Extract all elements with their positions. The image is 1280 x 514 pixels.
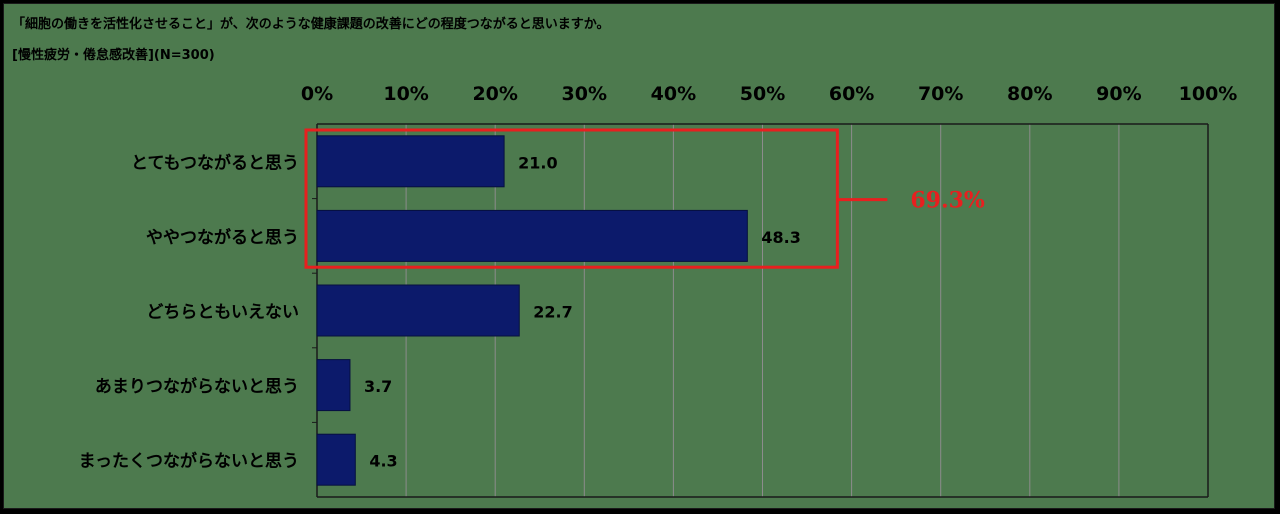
category-label: あまりつながらないと思う — [95, 376, 299, 397]
bar — [316, 284, 520, 337]
tick-label: 50% — [740, 83, 785, 105]
bar — [316, 135, 505, 188]
data-label: 3.7 — [364, 377, 392, 396]
tick-label: 30% — [562, 83, 607, 105]
data-label: 21.0 — [518, 153, 557, 172]
bar — [316, 359, 351, 412]
category-label: まったくつながらないと思う — [79, 451, 299, 472]
tick-label: 0% — [301, 83, 333, 105]
highlight-label: 69.3% — [910, 188, 985, 214]
tick-label: 40% — [651, 83, 696, 105]
category-label: ややつながると思う — [146, 227, 299, 248]
data-label: 22.7 — [533, 303, 572, 322]
data-label: 48.3 — [761, 228, 800, 247]
tick-label: 10% — [383, 83, 428, 105]
tick-label: 20% — [472, 83, 517, 105]
chart-title: 「細胞の働きを活性化させること」が、次のような健康課題の改善にどの程度つながると… — [12, 17, 610, 32]
tick-label: 80% — [1007, 83, 1052, 105]
category-label: どちらともいえない — [146, 303, 299, 323]
data-label: 4.3 — [369, 452, 397, 471]
bar-chart: 0% 10% 20% 30% 40% 50% 60% 70% 80% 90% 100% とてもつながる… — [79, 83, 1238, 498]
chart-panel: 「細胞の働きを活性化させること」が、次のような健康課題の改善にどの程度つながると… — [3, 3, 1275, 509]
tick-label: 70% — [918, 83, 963, 105]
bar — [316, 209, 748, 262]
category-label: とてもつながると思う — [131, 152, 299, 173]
tick-label: 100% — [1179, 83, 1238, 105]
chart-subtitle: [慢性疲労・倦怠感改善](N=300) — [12, 48, 215, 63]
bar — [316, 433, 356, 486]
tick-label: 90% — [1096, 83, 1141, 105]
tick-label: 60% — [829, 83, 874, 105]
